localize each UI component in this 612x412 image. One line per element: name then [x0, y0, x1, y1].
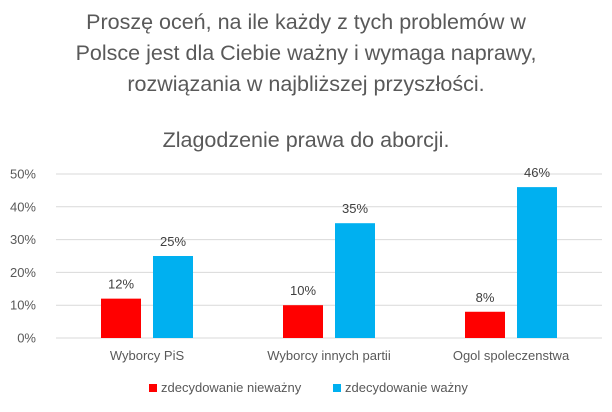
y-tick-label: 20% — [10, 265, 36, 280]
legend-swatch — [333, 384, 341, 392]
bar — [153, 256, 193, 338]
chart-title-line-2: Polsce jest dla Ciebie ważny i wymaga na… — [75, 41, 537, 65]
data-label: 46% — [524, 165, 550, 180]
data-label: 35% — [342, 201, 368, 216]
bar — [465, 311, 505, 338]
bar — [101, 298, 141, 338]
bar — [517, 187, 557, 338]
chart-subtitle: Zlagodzenie prawa do aborcji. — [162, 128, 450, 152]
chart-title-line-1: Proszę oceń, na ile każdy z tych problem… — [86, 10, 526, 34]
y-tick-label: 0% — [17, 331, 36, 346]
y-tick-label: 30% — [10, 232, 36, 247]
legend-label: zdecydowanie ważny — [345, 380, 468, 395]
data-label: 8% — [476, 290, 495, 305]
legend-swatch — [149, 384, 157, 392]
x-category-label: Wyborcy PiS — [110, 348, 185, 363]
chart-title-line-3: rozwiązania w najbliższej przyszłości. — [127, 72, 485, 96]
y-tick-label: 50% — [10, 167, 36, 182]
x-category-label: Wyborcy innych partii — [267, 348, 391, 363]
y-tick-label: 40% — [10, 199, 36, 214]
bar — [335, 223, 375, 338]
x-category-label: Ogol spoleczenstwa — [453, 348, 570, 363]
legend-label: zdecydowanie nieważny — [161, 380, 302, 395]
bar — [283, 305, 323, 338]
y-tick-label: 10% — [10, 298, 36, 313]
data-label: 25% — [160, 234, 186, 249]
data-label: 10% — [290, 283, 316, 298]
data-label: 12% — [108, 277, 134, 292]
